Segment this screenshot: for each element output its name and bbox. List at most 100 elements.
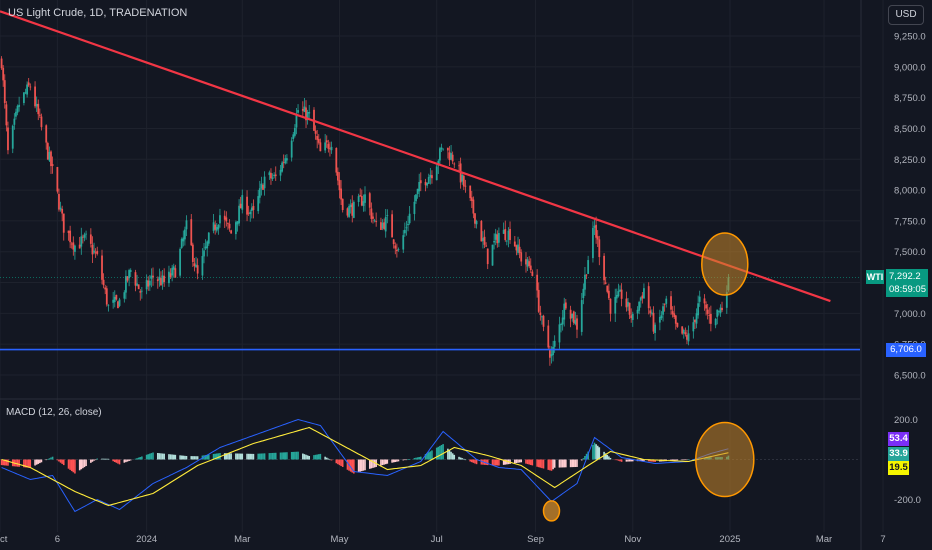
candle-body bbox=[706, 309, 709, 315]
histogram-bar bbox=[228, 453, 231, 460]
candle-body bbox=[537, 289, 540, 312]
histogram-bar bbox=[171, 454, 173, 460]
histogram-bar bbox=[620, 459, 623, 462]
candle-body bbox=[439, 148, 441, 161]
histogram-bar bbox=[40, 459, 43, 463]
candle-body bbox=[158, 276, 161, 280]
histogram-bar bbox=[553, 459, 556, 468]
histogram-bar bbox=[529, 459, 532, 465]
highlight-circle-macd-cross bbox=[695, 421, 755, 498]
candle-body bbox=[91, 244, 94, 255]
histogram-bar bbox=[424, 454, 427, 460]
histogram-bar bbox=[259, 453, 261, 460]
histogram-bar bbox=[161, 453, 164, 460]
histogram-bar bbox=[427, 452, 430, 460]
candle-body bbox=[228, 223, 231, 229]
candle-body bbox=[35, 103, 38, 107]
candle-body bbox=[152, 275, 154, 278]
candle-body bbox=[580, 300, 583, 332]
x-tick-label: Nov bbox=[624, 534, 641, 545]
histogram-bar bbox=[643, 459, 645, 461]
histogram-bar bbox=[682, 459, 685, 461]
histogram-bar bbox=[249, 453, 252, 460]
candle-body bbox=[598, 239, 601, 258]
trendline[interactable] bbox=[0, 10, 831, 303]
x-tick-label: Mar bbox=[234, 534, 250, 545]
histogram-bar bbox=[384, 459, 387, 465]
candle-body bbox=[403, 229, 406, 234]
currency-button[interactable]: USD bbox=[888, 5, 924, 25]
candle-body bbox=[180, 238, 183, 248]
candle-body bbox=[362, 201, 365, 206]
candle-body bbox=[413, 201, 416, 215]
candle-body bbox=[526, 259, 529, 267]
candle-body bbox=[206, 241, 209, 249]
candle-body bbox=[104, 287, 107, 290]
candle-body bbox=[453, 163, 456, 165]
histogram-bar bbox=[435, 447, 438, 460]
candle-body bbox=[258, 188, 261, 198]
histogram-bar bbox=[24, 459, 27, 468]
histogram-bar bbox=[372, 459, 374, 468]
histogram-bar bbox=[628, 459, 631, 462]
candle-body bbox=[509, 229, 511, 241]
candle-body bbox=[697, 303, 700, 316]
chart-title: US Light Crude, 1D, TRADENATION bbox=[8, 7, 188, 19]
histogram-bar bbox=[569, 459, 572, 468]
macd-title: MACD (12, 26, close) bbox=[6, 407, 102, 418]
histogram-bar bbox=[129, 459, 132, 461]
histogram-bar bbox=[517, 459, 519, 463]
histogram-bar bbox=[561, 459, 564, 468]
candle-body bbox=[102, 279, 105, 286]
histogram-bar bbox=[139, 457, 142, 460]
candle-body bbox=[491, 244, 494, 266]
histogram-bar bbox=[560, 459, 562, 468]
y-tick-label: 6,500.0 bbox=[894, 371, 926, 382]
candle-body bbox=[34, 86, 36, 107]
candle-body bbox=[513, 241, 516, 247]
candle-body bbox=[472, 199, 475, 214]
macd-tick-label: 200.0 bbox=[894, 415, 918, 426]
histogram-bar bbox=[609, 457, 612, 460]
histogram-bar bbox=[450, 451, 452, 460]
histogram-bar bbox=[337, 459, 339, 465]
candle-body bbox=[717, 310, 720, 312]
histogram-bar bbox=[596, 445, 599, 460]
candle-body bbox=[125, 276, 127, 293]
candle-body bbox=[169, 273, 172, 278]
histogram-bar bbox=[475, 459, 478, 465]
histogram-bar bbox=[27, 459, 30, 468]
candle-body bbox=[316, 136, 319, 140]
candle-body bbox=[652, 312, 655, 332]
candle-body bbox=[314, 130, 317, 134]
candle-body bbox=[40, 116, 43, 128]
y-tick-label: 8,250.0 bbox=[894, 155, 926, 166]
candle-body bbox=[475, 221, 478, 225]
x-tick-label: 2025 bbox=[719, 534, 740, 545]
candle-body bbox=[5, 104, 8, 126]
macd-axis: 200.0 -200.0 bbox=[894, 415, 921, 506]
candle-body bbox=[37, 103, 40, 115]
histogram-bar bbox=[214, 453, 216, 460]
candle-body bbox=[547, 325, 550, 348]
candle-body bbox=[236, 221, 239, 225]
candle-body bbox=[196, 265, 199, 274]
candle-body bbox=[574, 320, 577, 324]
histogram-bar bbox=[630, 459, 632, 462]
candle-body bbox=[394, 245, 397, 249]
histogram-bar bbox=[502, 459, 505, 465]
candle-body bbox=[582, 288, 585, 299]
histogram-bar bbox=[78, 459, 81, 471]
histogram-bar bbox=[373, 459, 376, 468]
histogram-bar bbox=[416, 457, 419, 460]
histogram-bar bbox=[470, 459, 473, 463]
histogram-bar bbox=[295, 451, 298, 460]
candle-body bbox=[274, 174, 277, 177]
histogram-bar bbox=[381, 459, 384, 466]
candle-body bbox=[56, 167, 59, 192]
candle-body bbox=[606, 285, 609, 292]
candle-body bbox=[431, 175, 433, 179]
candle-body bbox=[380, 222, 382, 230]
histogram-bar bbox=[117, 459, 119, 464]
